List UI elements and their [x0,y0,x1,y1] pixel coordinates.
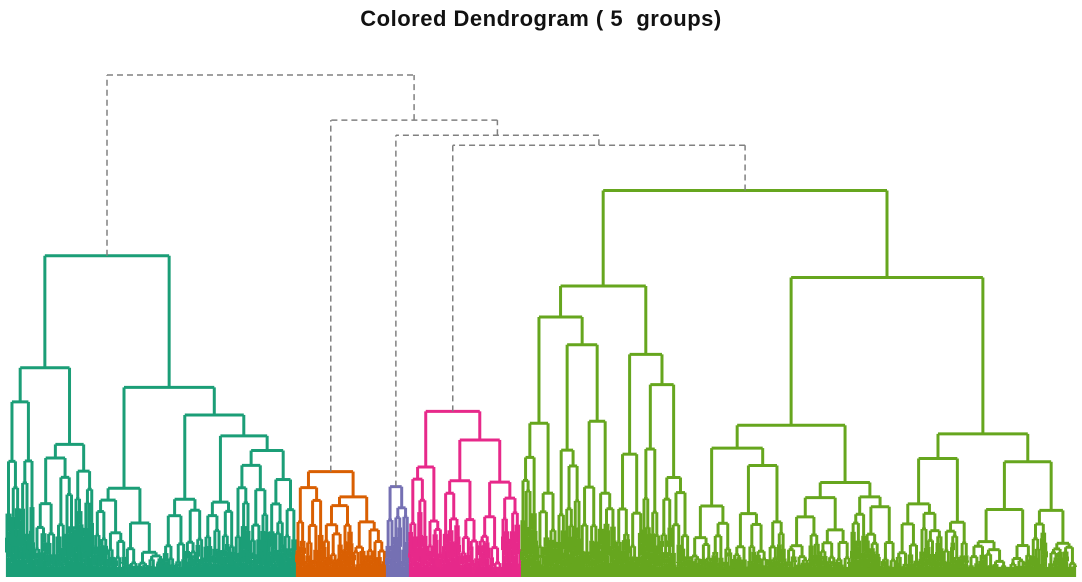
chart-title: Colored Dendrogram ( 5 groups) [360,6,722,31]
